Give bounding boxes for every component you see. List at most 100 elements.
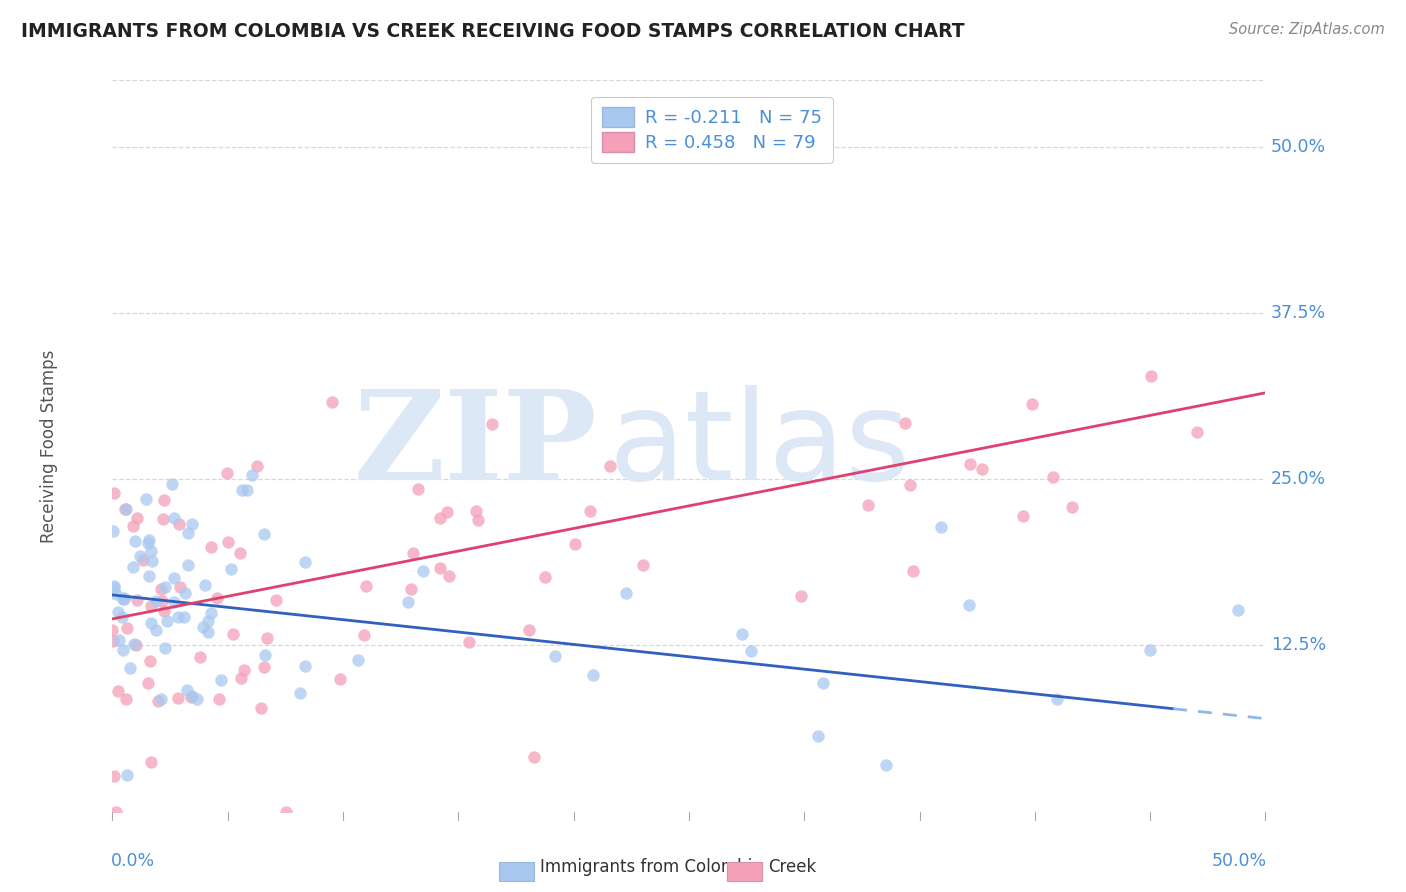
Point [176,526,198,541]
Point [191,620,214,634]
Point [436,504,458,518]
Point [253,526,276,541]
Text: Creek: Creek [768,858,815,876]
Point [564,537,586,551]
Text: Immigrants from Colombia: Immigrants from Colombia [540,858,762,876]
Point [294,555,316,569]
Point [152,512,174,526]
Point [893,417,915,431]
Point [231,483,253,498]
Point [353,627,375,641]
Point [177,558,200,572]
Point [581,668,603,682]
Point [534,570,557,584]
Point [107,605,129,619]
Point [135,492,157,507]
Point [141,616,163,631]
Point [957,599,980,613]
Point [103,769,125,783]
Point [174,586,197,600]
Text: 37.5%: 37.5% [1271,304,1326,322]
Text: ZIP: ZIP [353,385,596,507]
Point [1139,643,1161,657]
Point [209,673,232,687]
Point [544,648,567,663]
Point [124,534,146,549]
Point [354,579,377,593]
Point [138,568,160,582]
Point [197,614,219,628]
Point [180,690,202,704]
Point [329,672,352,686]
Point [1185,425,1208,439]
Point [152,492,174,507]
Point [112,591,135,606]
Point [125,593,148,607]
Point [264,593,287,607]
Point [150,594,173,608]
Point [631,558,654,573]
Point [229,671,252,685]
Point [789,589,811,603]
Point [197,625,219,640]
Text: 25.0%: 25.0% [1271,470,1326,488]
Point [112,643,135,657]
Point [145,593,167,607]
Point [153,640,176,655]
Point [186,691,208,706]
Point [579,504,602,518]
Point [169,580,191,594]
Point [173,610,195,624]
Point [517,623,540,637]
Point [160,477,183,491]
Point [148,694,170,708]
Point [103,582,125,596]
Legend: R = -0.211   N = 75, R = 0.458   N = 79: R = -0.211 N = 75, R = 0.458 N = 79 [591,96,832,162]
Text: 0.0%: 0.0% [111,852,156,870]
Text: 50.0%: 50.0% [1212,852,1267,870]
Point [103,485,125,500]
Point [118,661,141,675]
Point [599,458,621,473]
Point [124,637,146,651]
Text: atlas: atlas [609,385,910,507]
Point [217,535,239,549]
Point [240,467,263,482]
Point [254,648,277,662]
Point [122,519,145,533]
Point [103,633,125,648]
Point [138,533,160,547]
Point [153,580,176,594]
Point [875,758,897,772]
Point [115,768,138,782]
Point [217,466,239,480]
Point [136,536,159,550]
Point [429,510,451,524]
Point [811,676,834,690]
Point [207,692,229,706]
Point [181,690,204,704]
Point [236,483,259,497]
Text: Receiving Food Stamps: Receiving Food Stamps [39,350,58,542]
Point [347,653,370,667]
Point [149,582,172,596]
Point [117,621,139,635]
Point [139,599,162,613]
Point [163,571,186,585]
Point [166,610,188,624]
Text: 50.0%: 50.0% [1271,137,1326,156]
Point [523,750,546,764]
Point [222,627,245,641]
Point [103,579,125,593]
Text: Source: ZipAtlas.com: Source: ZipAtlas.com [1229,22,1385,37]
Point [162,511,184,525]
Point [959,457,981,471]
Point [898,478,921,492]
Point [288,686,311,700]
Point [901,564,924,578]
Text: IMMIGRANTS FROM COLOMBIA VS CREEK RECEIVING FOOD STAMPS CORRELATION CHART: IMMIGRANTS FROM COLOMBIA VS CREEK RECEIV… [21,22,965,41]
Point [1021,397,1043,411]
Point [141,544,163,558]
Point [176,682,198,697]
Point [101,624,124,638]
